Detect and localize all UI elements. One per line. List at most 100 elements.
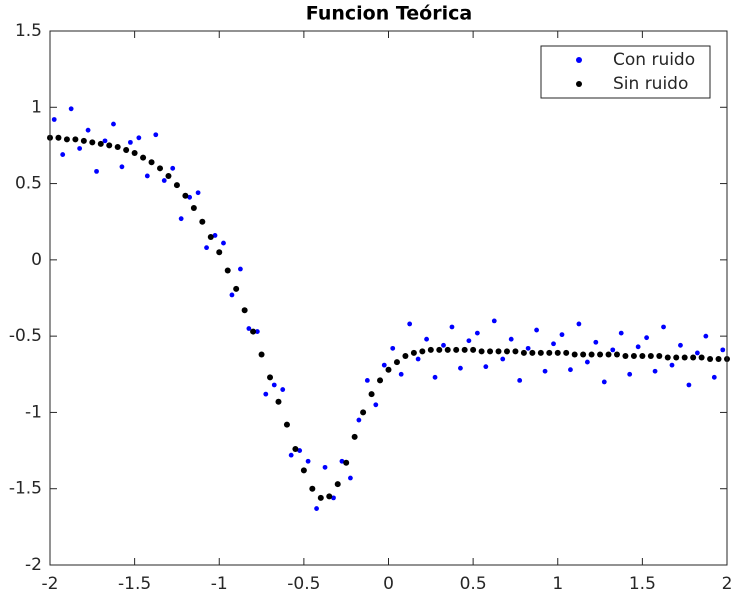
- point: [153, 132, 159, 138]
- point: [216, 249, 223, 256]
- y-tick-label: -0.5: [9, 326, 42, 346]
- point: [381, 362, 387, 368]
- point: [148, 159, 155, 166]
- point: [398, 371, 404, 377]
- point: [127, 139, 133, 145]
- point: [123, 147, 130, 154]
- point: [339, 458, 345, 464]
- point: [106, 142, 113, 149]
- point: [187, 194, 193, 200]
- point: [652, 368, 658, 374]
- point: [85, 127, 91, 133]
- point: [593, 339, 599, 345]
- point: [432, 374, 438, 380]
- point: [534, 327, 539, 333]
- point: [673, 354, 680, 361]
- point: [711, 374, 717, 380]
- point: [221, 240, 226, 246]
- point: [449, 324, 455, 330]
- point: [551, 341, 556, 347]
- point: [94, 168, 99, 174]
- point: [263, 391, 269, 397]
- point: [385, 366, 392, 373]
- point: [410, 349, 417, 356]
- point: [686, 382, 692, 388]
- series: [51, 106, 726, 511]
- point: [517, 377, 523, 383]
- point: [610, 347, 616, 353]
- point: [441, 342, 446, 348]
- point: [119, 164, 125, 170]
- point: [542, 368, 548, 374]
- point: [297, 448, 303, 453]
- series: [47, 134, 730, 501]
- point: [102, 138, 108, 144]
- point: [280, 387, 286, 392]
- point: [661, 324, 666, 330]
- point: [503, 348, 510, 355]
- axes-box: [49, 30, 728, 566]
- point: [669, 362, 675, 368]
- point: [229, 292, 235, 298]
- point: [165, 172, 172, 179]
- point: [690, 354, 697, 361]
- point: [678, 342, 683, 348]
- point: [613, 351, 620, 358]
- point: [627, 371, 633, 377]
- point: [644, 335, 650, 341]
- x-tick-label: 0.5: [460, 574, 487, 594]
- point: [309, 485, 316, 492]
- point: [597, 351, 604, 358]
- point: [415, 356, 421, 362]
- point: [529, 349, 536, 356]
- point: [305, 458, 311, 464]
- point: [292, 446, 299, 453]
- point: [111, 121, 116, 127]
- point: [173, 182, 180, 189]
- point: [715, 356, 722, 363]
- point: [639, 352, 646, 359]
- y-tick-label: -2: [25, 555, 42, 575]
- point: [212, 233, 218, 238]
- point: [453, 346, 460, 353]
- point: [356, 417, 362, 423]
- y-tick-label: 1.5: [15, 21, 42, 41]
- point: [424, 336, 429, 342]
- point: [343, 459, 350, 466]
- point: [204, 245, 209, 251]
- point: [681, 354, 688, 361]
- point: [563, 349, 570, 356]
- point: [360, 409, 367, 416]
- point: [258, 351, 265, 358]
- point: [63, 136, 70, 143]
- point: [720, 347, 726, 353]
- point: [190, 204, 197, 211]
- point: [500, 356, 506, 362]
- legend-label: Con ruido: [613, 50, 695, 70]
- point: [458, 365, 463, 371]
- point: [470, 346, 477, 353]
- point: [77, 146, 83, 151]
- x-tick-label: 0: [383, 574, 394, 594]
- point: [402, 352, 409, 359]
- point: [271, 382, 277, 388]
- point: [635, 344, 641, 350]
- point: [478, 348, 485, 355]
- point: [525, 345, 531, 351]
- point: [72, 136, 79, 143]
- point: [51, 117, 57, 122]
- point: [407, 321, 413, 327]
- point: [537, 349, 544, 356]
- point: [703, 333, 709, 339]
- point: [588, 351, 595, 358]
- point: [55, 134, 62, 141]
- point: [80, 137, 87, 144]
- point: [707, 356, 714, 363]
- point: [178, 216, 184, 222]
- point: [97, 140, 104, 147]
- point: [283, 421, 290, 428]
- point: [364, 377, 370, 383]
- point: [580, 351, 587, 358]
- y-tick-label: -1: [25, 402, 42, 422]
- point: [170, 165, 176, 171]
